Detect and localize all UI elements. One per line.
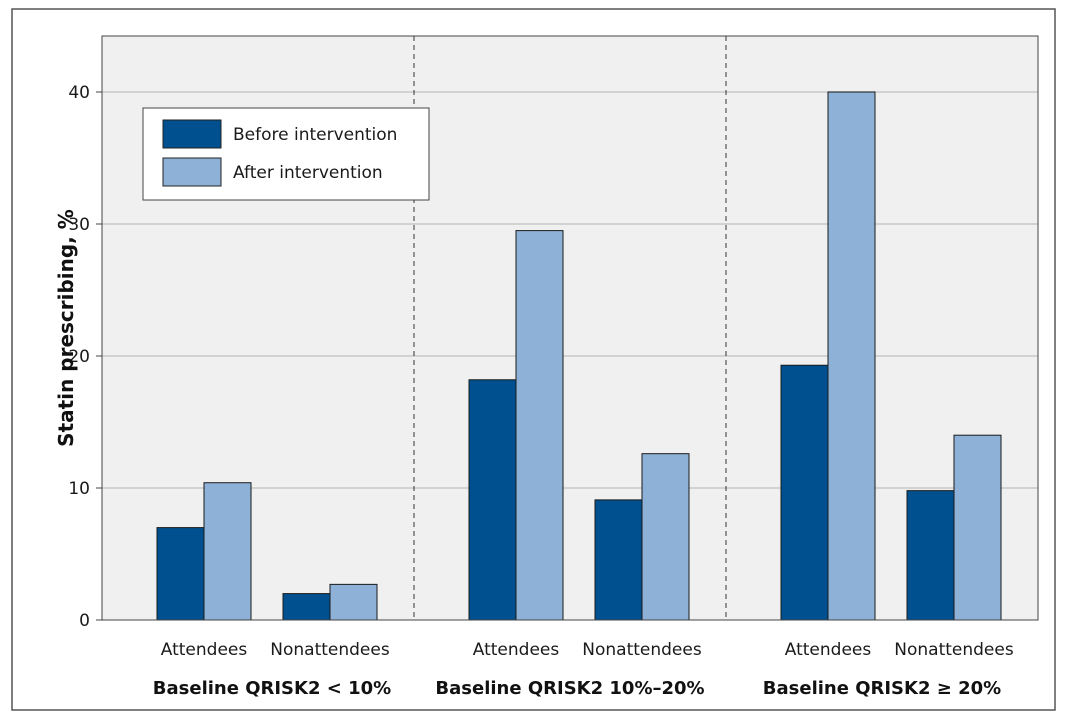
- x-category-label: Attendees: [785, 640, 872, 660]
- group-label: Baseline QRISK2 ≥ 20%: [763, 678, 1001, 699]
- legend-label-after: After intervention: [233, 163, 383, 183]
- bars: [156, 91, 1002, 621]
- bar-after: [641, 453, 690, 621]
- legend: Before intervention After intervention: [142, 107, 430, 201]
- bar-after: [515, 230, 564, 621]
- bar-before: [282, 593, 331, 621]
- bar-before: [468, 379, 517, 621]
- x-category-label: Nonattendees: [582, 640, 702, 660]
- gridlines: [102, 91, 1038, 489]
- group-separators: [413, 36, 727, 620]
- x-category-label: Nonattendees: [270, 640, 390, 660]
- bar-after: [329, 583, 378, 621]
- legend-label-before: Before intervention: [233, 125, 397, 145]
- y-tick-label: 0: [79, 611, 90, 631]
- y-tick-label: 30: [68, 215, 90, 235]
- legend-swatch-before: [162, 119, 222, 149]
- x-category-label: Attendees: [161, 640, 248, 660]
- y-axis-ticks: 0 10 20 30 40: [68, 83, 102, 631]
- plot-frame: [101, 35, 1039, 621]
- bar-before: [594, 499, 643, 621]
- bar-before: [906, 490, 955, 621]
- y-tick-label: 20: [68, 347, 90, 367]
- group-label: Baseline QRISK2 < 10%: [153, 678, 391, 699]
- y-axis-label: Statin prescribing, %: [54, 209, 78, 447]
- y-tick-label: 40: [68, 83, 90, 103]
- category-labels: Attendees Nonattendees Attendees Nonattende…: [161, 640, 1014, 660]
- x-category-label: Nonattendees: [894, 640, 1014, 660]
- y-tick-label: 10: [68, 479, 90, 499]
- bar-after: [953, 434, 1002, 621]
- bar-before: [780, 364, 829, 621]
- group-labels: Baseline QRISK2 < 10% Baseline QRISK2 10%…: [153, 678, 1001, 699]
- bar-before: [156, 527, 205, 621]
- legend-swatch-after: [162, 157, 222, 187]
- bar-after: [827, 91, 876, 621]
- group-label: Baseline QRISK2 10%–20%: [435, 678, 704, 699]
- x-category-label: Attendees: [473, 640, 560, 660]
- bar-after: [203, 482, 252, 621]
